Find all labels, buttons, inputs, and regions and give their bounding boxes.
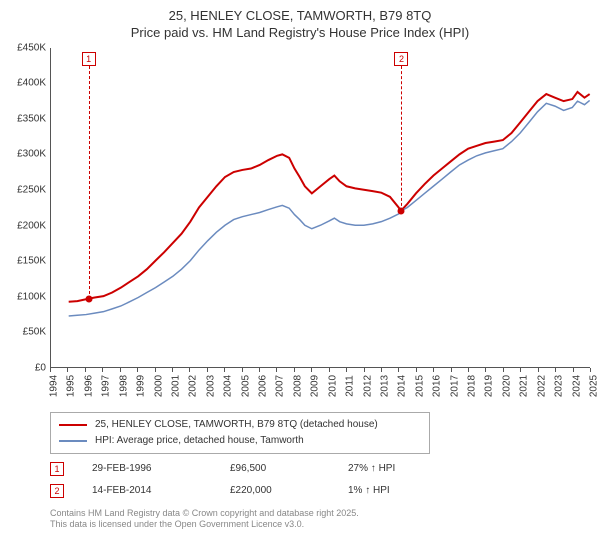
x-tick-label: 2019 bbox=[484, 375, 495, 397]
x-tick-label: 2003 bbox=[205, 375, 216, 397]
marker-info-row: 1 29-FEB-1996 £96,500 27% ↑ HPI bbox=[50, 462, 590, 476]
x-tick-label: 2022 bbox=[536, 375, 547, 397]
x-tick-label: 2025 bbox=[589, 375, 600, 397]
marker-row-date: 14-FEB-2014 bbox=[92, 485, 202, 496]
title-block: 25, HENLEY CLOSE, TAMWORTH, B79 8TQ Pric… bbox=[10, 8, 590, 42]
marker-row-price: £220,000 bbox=[230, 485, 320, 496]
x-tick-label: 2023 bbox=[554, 375, 565, 397]
marker-row-badge: 2 bbox=[50, 484, 64, 498]
y-tick-label: £350K bbox=[17, 113, 46, 124]
legend-swatch bbox=[59, 440, 87, 442]
x-tick-label: 2006 bbox=[258, 375, 269, 397]
series-line-price_paid bbox=[69, 92, 590, 302]
x-tick-label: 1994 bbox=[49, 375, 60, 397]
legend-row: HPI: Average price, detached house, Tamw… bbox=[59, 433, 421, 449]
x-tick-label: 2011 bbox=[345, 375, 356, 397]
x-tick-label: 2016 bbox=[432, 375, 443, 397]
x-tick-label: 2004 bbox=[223, 375, 234, 397]
y-tick-label: £150K bbox=[17, 256, 46, 267]
x-tick-label: 2005 bbox=[240, 375, 251, 397]
x-tick-label: 2015 bbox=[414, 375, 425, 397]
x-tick-label: 2020 bbox=[501, 375, 512, 397]
chart-marker-badge: 2 bbox=[394, 52, 408, 66]
marker-dot bbox=[398, 208, 405, 215]
x-tick-label: 1996 bbox=[83, 375, 94, 397]
chart-lines-svg bbox=[51, 48, 590, 367]
marker-row-badge: 1 bbox=[50, 462, 64, 476]
plot-area: 12 bbox=[50, 48, 590, 368]
marker-rows: 1 29-FEB-1996 £96,500 27% ↑ HPI 2 14-FEB-2014… bbox=[10, 462, 590, 498]
marker-row-delta: 27% ↑ HPI bbox=[348, 463, 395, 474]
footer-attribution: Contains HM Land Registry data © Crown c… bbox=[50, 508, 590, 531]
legend-row: 25, HENLEY CLOSE, TAMWORTH, B79 8TQ (det… bbox=[59, 417, 421, 433]
y-tick-label: £450K bbox=[17, 42, 46, 53]
marker-row-date: 29-FEB-1996 bbox=[92, 463, 202, 474]
x-tick-label: 2018 bbox=[467, 375, 478, 397]
x-tick-label: 2010 bbox=[327, 375, 338, 397]
x-axis: 1994 1995 1996 1997 1998 1999 2000 2001 2002 2003… bbox=[50, 368, 590, 408]
y-tick-label: £50K bbox=[23, 327, 46, 338]
marker-dashline bbox=[89, 66, 90, 299]
x-tick-label: 1999 bbox=[136, 375, 147, 397]
marker-info-row: 2 14-FEB-2014 £220,000 1% ↑ HPI bbox=[50, 484, 590, 498]
x-tick-label: 2017 bbox=[449, 375, 460, 397]
marker-dashline bbox=[401, 66, 402, 212]
footer-line2: This data is licensed under the Open Gov… bbox=[50, 519, 590, 531]
x-tick-label: 2008 bbox=[292, 375, 303, 397]
legend-swatch bbox=[59, 424, 87, 426]
x-tick-label: 2007 bbox=[275, 375, 286, 397]
x-tick-label: 2012 bbox=[362, 375, 373, 397]
y-tick-label: £200K bbox=[17, 220, 46, 231]
x-tick-label: 2002 bbox=[188, 375, 199, 397]
y-tick-label: £300K bbox=[17, 149, 46, 160]
legend-box: 25, HENLEY CLOSE, TAMWORTH, B79 8TQ (det… bbox=[50, 412, 430, 454]
title-subtitle: Price paid vs. HM Land Registry's House … bbox=[10, 25, 590, 42]
marker-row-delta: 1% ↑ HPI bbox=[348, 485, 390, 496]
y-tick-label: £0 bbox=[35, 362, 46, 373]
y-tick-label: £100K bbox=[17, 291, 46, 302]
title-address: 25, HENLEY CLOSE, TAMWORTH, B79 8TQ bbox=[10, 8, 590, 25]
marker-dot bbox=[85, 296, 92, 303]
x-tick-label: 1997 bbox=[101, 375, 112, 397]
y-tick-label: £250K bbox=[17, 185, 46, 196]
x-tick-label: 2013 bbox=[379, 375, 390, 397]
chart-marker-badge: 1 bbox=[82, 52, 96, 66]
footer-line1: Contains HM Land Registry data © Crown c… bbox=[50, 508, 590, 520]
legend-label: 25, HENLEY CLOSE, TAMWORTH, B79 8TQ (det… bbox=[95, 417, 378, 433]
x-tick-label: 1995 bbox=[66, 375, 77, 397]
x-tick-label: 2014 bbox=[397, 375, 408, 397]
x-tick-label: 2021 bbox=[519, 375, 530, 397]
x-tick-label: 2024 bbox=[571, 375, 582, 397]
legend-label: HPI: Average price, detached house, Tamw… bbox=[95, 433, 304, 449]
chart-container: 25, HENLEY CLOSE, TAMWORTH, B79 8TQ Pric… bbox=[0, 0, 600, 560]
x-tick-label: 2001 bbox=[170, 375, 181, 397]
chart-area: £0 £50K £100K £150K £200K £250K £300K £350K £400… bbox=[10, 48, 590, 408]
x-tick-label: 2000 bbox=[153, 375, 164, 397]
y-tick-label: £400K bbox=[17, 78, 46, 89]
x-tick-label: 1998 bbox=[118, 375, 129, 397]
y-axis: £0£50K£100K£150K£200K£250K£300K£350K£400… bbox=[10, 48, 50, 368]
marker-row-price: £96,500 bbox=[230, 463, 320, 474]
x-tick-label: 2009 bbox=[310, 375, 321, 397]
